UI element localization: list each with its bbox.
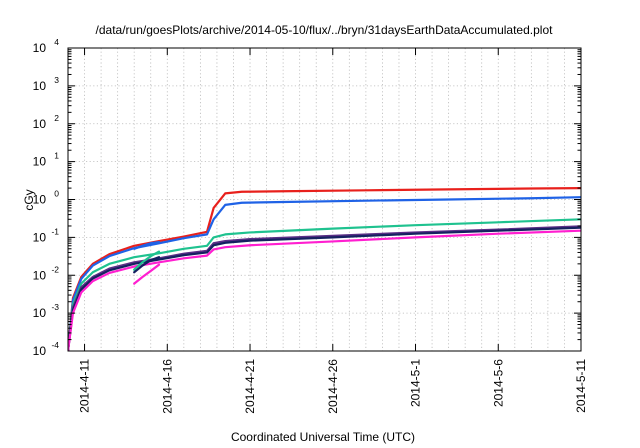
y-axis-tick-labels: 10 -4 10 -3 10 -2 10 -1 10 0 10 1 10 2 10 3 10 4 xyxy=(33,37,60,358)
x-tick-label: 2014-4-11 xyxy=(78,359,92,413)
y-tick-exponent: 1 xyxy=(54,151,59,161)
y-tick-label: 10 xyxy=(33,344,47,358)
y-tick-exponent: -4 xyxy=(51,340,59,350)
y-tick-exponent: -3 xyxy=(51,302,59,312)
x-tick-label: 2014-5-1 xyxy=(409,359,423,407)
y-tick-label: 10 xyxy=(33,306,47,320)
series-line xyxy=(68,218,581,351)
x-tick-label: 2014-4-21 xyxy=(243,359,257,414)
y-tick-label: 10 xyxy=(33,41,47,55)
y-tick-label: 10 xyxy=(33,193,47,207)
axis-ticks xyxy=(68,47,582,352)
series-line xyxy=(68,187,581,351)
y-tick-label: 10 xyxy=(33,268,47,282)
x-tick-label: 2014-5-11 xyxy=(574,359,588,413)
y-tick-label: 10 xyxy=(33,79,47,93)
x-tick-label: 2014-4-26 xyxy=(326,359,340,414)
y-tick-label: 10 xyxy=(33,155,47,169)
y-tick-label: 10 xyxy=(33,117,47,131)
y-axis-label: cGy xyxy=(22,189,36,210)
series-line xyxy=(68,196,581,351)
series-group xyxy=(68,187,581,351)
x-axis-tick-labels: 2014-4-11 2014-4-16 2014-4-21 2014-4-26 2014… xyxy=(78,359,588,414)
series-line xyxy=(133,250,161,271)
y-tick-exponent: 0 xyxy=(54,189,59,199)
y-tick-exponent: 2 xyxy=(54,113,59,123)
series-line xyxy=(133,241,161,250)
series-line xyxy=(133,263,161,285)
chart-title: /data/run/goesPlots/archive/2014-05-10/f… xyxy=(96,23,554,37)
x-tick-label: 2014-4-16 xyxy=(160,359,174,414)
series-line xyxy=(133,256,161,274)
series-line xyxy=(68,229,581,351)
series-line xyxy=(68,225,581,351)
x-axis-label: Coordinated Universal Time (UTC) xyxy=(231,430,415,444)
y-tick-label: 10 xyxy=(33,230,47,244)
y-tick-exponent: -2 xyxy=(51,264,59,274)
x-tick-label: 2014-5-6 xyxy=(491,359,505,407)
y-tick-exponent: 3 xyxy=(54,75,59,85)
y-tick-exponent: -1 xyxy=(51,226,59,236)
y-tick-exponent: 4 xyxy=(54,37,59,47)
series-line xyxy=(68,226,581,351)
